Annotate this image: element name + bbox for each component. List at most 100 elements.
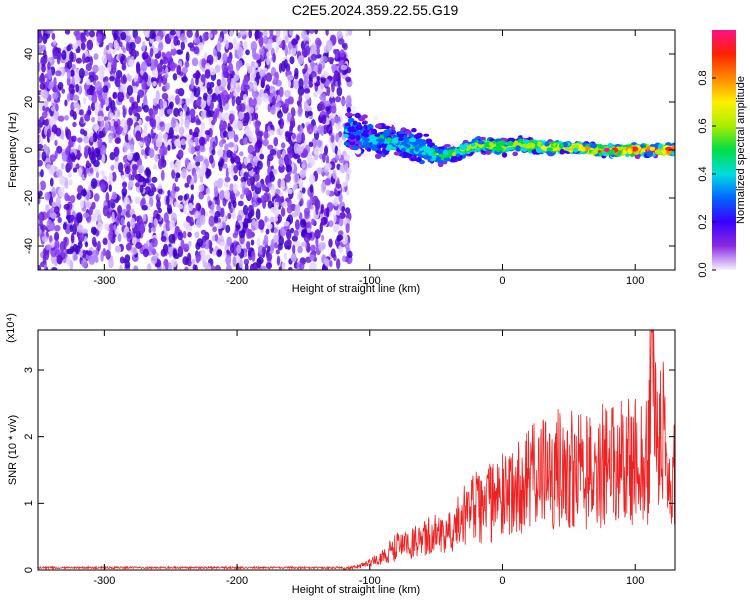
spectrogram-noise-point bbox=[286, 74, 294, 81]
colorbar-gradient bbox=[712, 30, 736, 270]
spectrogram-noise-point bbox=[252, 97, 257, 107]
spectrogram-signal-point bbox=[350, 109, 357, 115]
spectrogram-noise-point bbox=[135, 221, 141, 231]
spectrogram-noise-point bbox=[211, 148, 216, 156]
spectrogram-noise-point bbox=[52, 92, 59, 101]
spectrogram-noise-point bbox=[73, 101, 80, 109]
spectrogram-noise-point bbox=[294, 173, 299, 183]
spectrogram-noise-point bbox=[308, 30, 315, 34]
spectrogram-signal-point bbox=[363, 129, 370, 134]
spectrogram-noise-point bbox=[206, 95, 211, 107]
spectrogram-signal-point bbox=[661, 150, 667, 154]
spectrogram-noise-point bbox=[141, 204, 148, 211]
spectrogram-noise-point bbox=[184, 119, 190, 128]
spectrogram-noise-point bbox=[216, 78, 222, 87]
spectrogram-noise-point bbox=[285, 164, 292, 173]
spectrogram-noise-point bbox=[228, 62, 234, 74]
spectrogram-noise-point bbox=[72, 167, 78, 173]
spectrogram-noise-point bbox=[120, 174, 126, 181]
spectrogram-noise-point bbox=[46, 78, 50, 86]
spectrogram-signal-point bbox=[544, 141, 550, 147]
spectrogram-noise-point bbox=[309, 192, 314, 202]
spectrogram-noise-point bbox=[72, 111, 77, 121]
spectrogram-noise-point bbox=[254, 30, 260, 39]
spectrogram-noise-point bbox=[131, 236, 137, 246]
spectrogram-x-tick-label: 100 bbox=[626, 275, 644, 287]
spectrogram-signal-point bbox=[455, 153, 461, 158]
spectrogram-noise-point bbox=[256, 139, 262, 147]
spectrogram-noise-point bbox=[194, 231, 200, 239]
spectrogram-noise-point bbox=[85, 168, 90, 175]
spectrogram-noise-point bbox=[294, 67, 299, 77]
spectrogram-noise-point bbox=[274, 242, 278, 249]
spectrogram-noise-point bbox=[64, 30, 71, 35]
snr-y-axis: 0 1 2 3 bbox=[23, 367, 675, 573]
spectrogram-noise-point bbox=[77, 137, 83, 143]
spectrogram-noise-point bbox=[90, 178, 98, 189]
spectrogram-noise-point bbox=[181, 66, 188, 74]
spectrogram-noise-point bbox=[288, 30, 294, 36]
spectrogram-noise-point bbox=[85, 30, 90, 37]
spectrogram-noise-point bbox=[272, 52, 276, 63]
spectrogram-noise-point bbox=[197, 86, 201, 94]
spectrogram-noise-point bbox=[41, 55, 48, 65]
spectrogram-noise-point bbox=[259, 69, 266, 77]
spectrogram-noise-point bbox=[273, 76, 277, 84]
spectrogram-noise-point bbox=[247, 153, 254, 160]
spectrogram-noise-point bbox=[276, 255, 281, 266]
spectrogram-noise-point bbox=[174, 138, 181, 148]
spectrogram-noise-point bbox=[139, 184, 144, 194]
spectrogram-noise-point bbox=[150, 128, 154, 139]
spectrogram-signal-point bbox=[444, 158, 450, 162]
spectrogram-noise-point bbox=[197, 155, 204, 162]
spectrogram-noise-point bbox=[257, 257, 264, 265]
spectrogram-noise-point bbox=[261, 246, 267, 255]
spectrogram-noise-point bbox=[314, 146, 320, 154]
spectrogram-noise-point bbox=[170, 189, 176, 200]
spectrogram-noise-point bbox=[283, 220, 290, 227]
spectrogram-noise-point bbox=[117, 210, 122, 221]
spectrogram-noise-point bbox=[278, 156, 284, 168]
spectrogram-noise-point bbox=[70, 214, 74, 223]
spectrogram-noise-point bbox=[341, 181, 348, 187]
spectrogram-noise-point bbox=[40, 224, 47, 231]
spectrogram-noise-point bbox=[206, 54, 214, 66]
spectrogram-signal-point bbox=[435, 157, 441, 161]
spectrogram-noise-point bbox=[132, 105, 138, 117]
spectrogram-signal-point bbox=[421, 151, 426, 156]
spectrogram-noise-point bbox=[39, 134, 43, 146]
spectrogram-noise-point bbox=[204, 129, 211, 136]
spectrogram-noise-point bbox=[265, 228, 270, 235]
spectrogram-signal-point bbox=[515, 145, 521, 152]
spectrogram-noise-point bbox=[84, 241, 89, 248]
spectrogram-noise-point bbox=[89, 88, 95, 96]
spectrogram-noise-point bbox=[78, 167, 83, 178]
spectrogram-noise-point bbox=[65, 128, 72, 140]
spectrogram-noise-point bbox=[258, 48, 265, 56]
spectrogram-noise-point bbox=[333, 48, 337, 54]
spectrogram-noise-point bbox=[163, 100, 168, 109]
spectrogram-noise-point bbox=[233, 73, 240, 82]
spectrogram-noise-point bbox=[224, 176, 231, 183]
spectrogram-noise-point bbox=[45, 244, 52, 251]
spectrogram-noise-point bbox=[216, 222, 223, 230]
spectrogram-noise-point bbox=[89, 136, 94, 143]
spectrogram-noise-point bbox=[89, 167, 94, 174]
spectrogram-noise-point bbox=[102, 248, 107, 257]
spectrogram-signal-point bbox=[591, 150, 598, 155]
spectrogram-noise-point bbox=[288, 266, 293, 270]
spectrogram-noise-point bbox=[173, 107, 180, 117]
spectrogram-noise-point bbox=[162, 133, 169, 140]
spectrogram-noise-point bbox=[293, 240, 301, 248]
spectrogram-noise-point bbox=[155, 213, 161, 221]
spectrogram-noise-point bbox=[95, 81, 102, 92]
spectrogram-noise-point bbox=[298, 177, 303, 189]
spectrogram-noise-point bbox=[42, 105, 46, 112]
spectrogram-signal-point bbox=[414, 146, 420, 152]
spectrogram-noise-point bbox=[198, 184, 205, 192]
spectrogram-noise-point bbox=[199, 214, 206, 225]
spectrogram-signal-point bbox=[640, 144, 646, 148]
spectrogram-noise-point bbox=[313, 124, 318, 134]
spectrogram-noise-point bbox=[233, 165, 239, 174]
spectrogram-noise-point bbox=[181, 167, 187, 179]
